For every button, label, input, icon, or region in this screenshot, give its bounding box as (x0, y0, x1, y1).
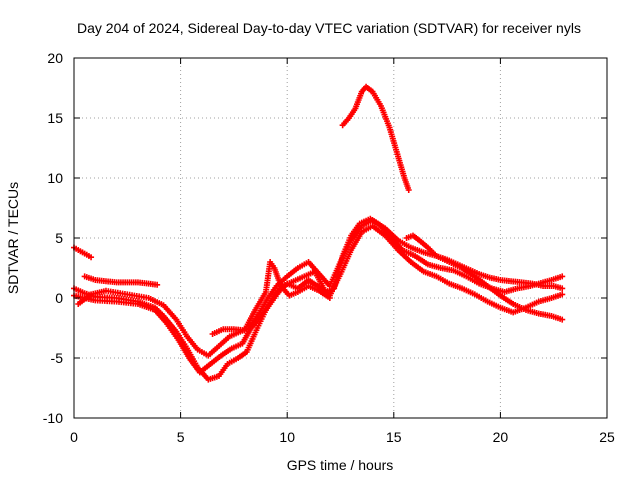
x-tick-label: 0 (70, 429, 78, 445)
y-tick-label: 20 (47, 50, 63, 66)
data-point (559, 316, 566, 323)
y-axis-label: SDTVAR / TECUs (5, 182, 21, 294)
chart-title: Day 204 of 2024, Sidereal Day-to-day VTE… (77, 20, 581, 36)
data-point (88, 254, 95, 261)
x-tick-label: 20 (493, 429, 509, 445)
y-tick-label: 5 (55, 230, 63, 246)
data-point (559, 273, 566, 280)
x-tick-label: 25 (599, 429, 615, 445)
series-arc-g (339, 83, 412, 193)
x-tick-label: 10 (279, 429, 295, 445)
y-tick-label: 0 (55, 290, 63, 306)
series-arc-f (209, 259, 333, 337)
data-point (326, 295, 333, 301)
x-tick-label: 15 (386, 429, 402, 445)
grid (74, 58, 607, 418)
series-arc-d (81, 273, 161, 288)
data-point (154, 281, 161, 288)
series-arc-e (71, 244, 95, 261)
data-point (559, 285, 566, 292)
x-axis-label: GPS time / hours (287, 457, 394, 473)
data-point (405, 187, 412, 193)
data-point (559, 291, 566, 298)
ticks (73, 57, 608, 419)
y-tick-label: 15 (47, 110, 63, 126)
y-tick-label: -5 (51, 350, 64, 366)
x-tick-label: 5 (177, 429, 185, 445)
tick-labels: 0 5 10 15 20 25 -10 -5 0 5 10 15 20 (43, 50, 615, 445)
series-arc-h (403, 232, 566, 292)
y-tick-label: 10 (47, 170, 63, 186)
y-tick-label: -10 (43, 410, 63, 426)
data-layer (71, 83, 566, 383)
